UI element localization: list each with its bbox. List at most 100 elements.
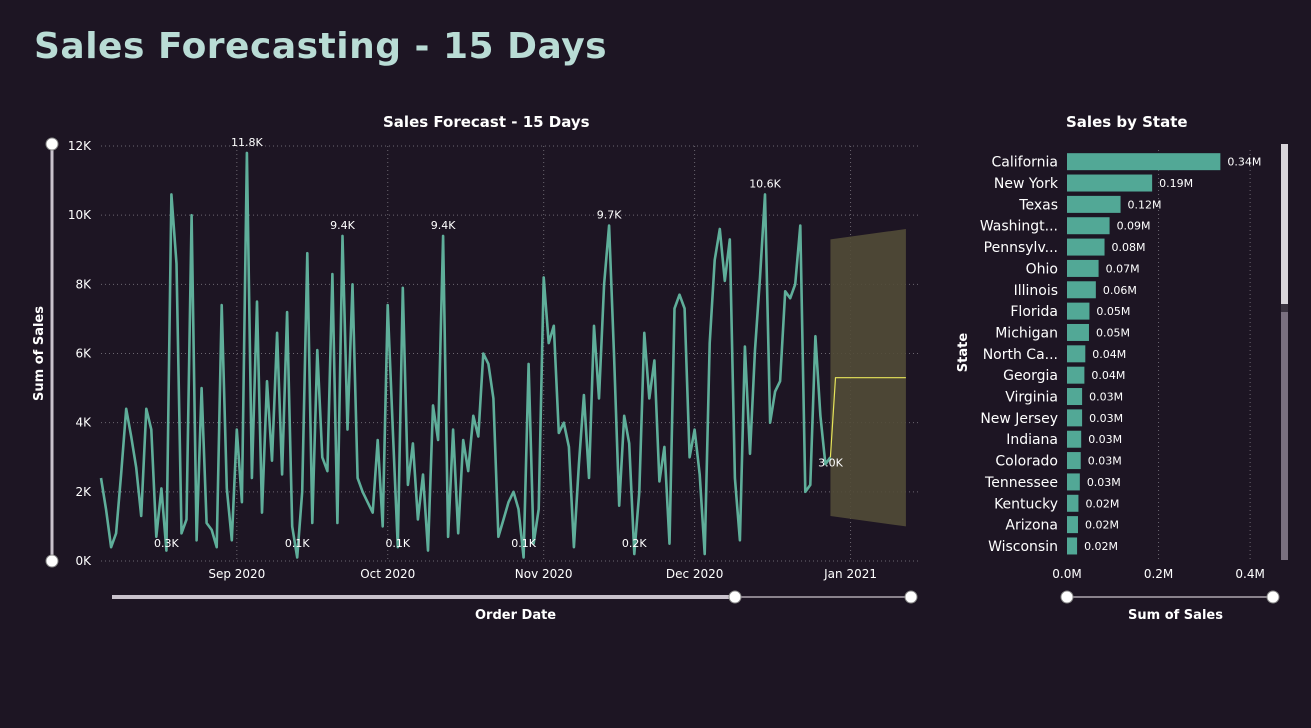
state-label: Kentucky	[994, 496, 1058, 512]
state-bar[interactable]	[1067, 430, 1082, 448]
state-label: Arizona	[1005, 518, 1058, 534]
state-label: New York	[994, 176, 1059, 192]
state-bar[interactable]	[1067, 473, 1080, 491]
sales-series-line	[99, 151, 832, 559]
bar-chart-title: Sales by State	[1066, 113, 1188, 131]
bar-value-label: 0.07M	[1106, 262, 1140, 275]
state-label: Illinois	[1014, 283, 1058, 299]
state-label: New Jersey	[980, 411, 1058, 427]
x-range-slider-handle-left[interactable]	[1060, 590, 1074, 604]
bar-value-label: 0.08M	[1112, 241, 1146, 254]
y-tick-label: 4K	[75, 416, 92, 430]
state-bar[interactable]	[1067, 238, 1105, 256]
bar-value-label: 0.03M	[1089, 412, 1123, 425]
line-chart-title: Sales Forecast - 15 Days	[383, 113, 590, 131]
state-label: Colorado	[995, 454, 1058, 470]
bar-value-label: 0.12M	[1128, 198, 1162, 211]
x-tick-label: 0.2M	[1144, 567, 1173, 581]
bar-value-label: 0.06M	[1103, 284, 1137, 297]
data-label: 0.3K	[154, 537, 179, 550]
state-bar[interactable]	[1067, 323, 1089, 341]
bar-value-label: 0.02M	[1084, 540, 1118, 553]
bar-value-label: 0.03M	[1088, 455, 1122, 468]
bar-value-label: 0.03M	[1087, 476, 1121, 489]
state-bar[interactable]	[1067, 494, 1079, 512]
bar-chart-x-axis-title: Sum of Sales	[1128, 608, 1223, 623]
state-bar[interactable]	[1067, 366, 1085, 384]
data-label: 11.8K	[231, 136, 263, 149]
page-title: Sales Forecasting - 15 Days	[34, 26, 608, 67]
y-range-slider-handle-top[interactable]	[45, 137, 59, 151]
state-bar[interactable]	[1067, 537, 1078, 555]
x-range-slider-handle-right[interactable]	[904, 590, 918, 604]
state-label: Washingt...	[980, 219, 1058, 235]
x-tick-label: Jan 2021	[823, 567, 877, 581]
state-label: Georgia	[1003, 368, 1058, 384]
bar-value-label: 0.05M	[1096, 326, 1130, 339]
state-bar[interactable]	[1067, 195, 1121, 213]
data-label: 9.4K	[431, 219, 456, 232]
state-bar[interactable]	[1067, 217, 1110, 235]
state-label: Tennessee	[984, 475, 1058, 491]
state-bar[interactable]	[1067, 388, 1083, 406]
state-bar[interactable]	[1067, 516, 1078, 534]
data-label: 3.0K	[818, 456, 843, 469]
x-tick-label: Nov 2020	[515, 567, 573, 581]
state-label: Ohio	[1026, 261, 1058, 277]
x-tick-label: Oct 2020	[360, 567, 415, 581]
state-bar[interactable]	[1067, 259, 1099, 277]
state-label: Virginia	[1005, 390, 1058, 406]
y-tick-label: 0K	[75, 554, 92, 568]
data-label: 0.1K	[285, 537, 310, 550]
data-label: 10.6K	[749, 177, 781, 190]
bar-value-label: 0.19M	[1159, 177, 1193, 190]
scrollbar-lower[interactable]	[1281, 312, 1288, 560]
state-label: Indiana	[1006, 432, 1058, 448]
x-tick-label: Sep 2020	[208, 567, 265, 581]
forecast-line	[829, 377, 906, 458]
y-tick-label: 6K	[75, 347, 92, 361]
bar-value-label: 0.09M	[1117, 220, 1151, 233]
data-label: 0.1K	[511, 537, 536, 550]
bar-value-label: 0.02M	[1085, 497, 1119, 510]
x-tick-label: 0.4M	[1235, 567, 1264, 581]
x-range-slider-handle-right[interactable]	[1266, 590, 1280, 604]
state-label: Texas	[1018, 197, 1058, 213]
state-label: California	[992, 155, 1058, 171]
x-tick-label: Dec 2020	[666, 567, 724, 581]
state-bar[interactable]	[1067, 281, 1096, 299]
state-bar[interactable]	[1067, 452, 1081, 470]
bar-value-label: 0.04M	[1091, 369, 1125, 382]
state-label: Florida	[1010, 304, 1058, 320]
state-bar[interactable]	[1067, 174, 1153, 192]
data-label: 9.4K	[330, 219, 355, 232]
y-tick-label: 10K	[68, 208, 92, 222]
bar-value-label: 0.34M	[1227, 156, 1261, 169]
x-range-slider-handle-left[interactable]	[728, 590, 742, 604]
data-label: 0.2K	[622, 537, 647, 550]
y-tick-label: 12K	[68, 139, 92, 153]
y-range-slider-handle-bottom[interactable]	[45, 554, 59, 568]
x-tick-label: 0.0M	[1052, 567, 1081, 581]
state-bar[interactable]	[1067, 302, 1090, 320]
bar-value-label: 0.05M	[1096, 305, 1130, 318]
state-bar[interactable]	[1067, 153, 1221, 171]
state-label: Wisconsin	[988, 539, 1058, 555]
bar-value-label: 0.02M	[1085, 519, 1119, 532]
state-bar[interactable]	[1067, 409, 1083, 427]
y-tick-label: 2K	[75, 485, 92, 499]
state-bar[interactable]	[1067, 345, 1086, 363]
bar-value-label: 0.03M	[1088, 433, 1122, 446]
scrollbar-thumb[interactable]	[1281, 144, 1288, 304]
state-label: North Ca...	[983, 347, 1058, 363]
bar-value-label: 0.04M	[1092, 348, 1126, 361]
data-label: 9.7K	[597, 209, 622, 222]
data-label: 0.1K	[385, 537, 410, 550]
y-tick-label: 8K	[75, 277, 92, 291]
bar-value-label: 0.03M	[1089, 391, 1123, 404]
state-label: Michigan	[995, 325, 1058, 341]
line-chart-x-axis-title: Order Date	[475, 608, 557, 623]
state-label: Pennsylv...	[984, 240, 1058, 256]
